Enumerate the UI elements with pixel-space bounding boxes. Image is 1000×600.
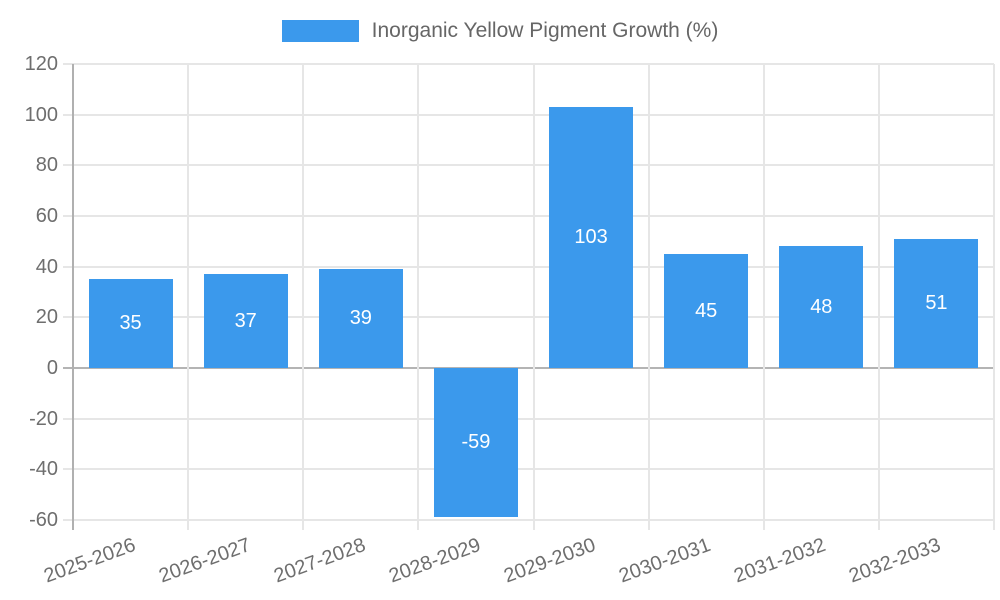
bar-value-label: 39: [349, 307, 372, 330]
legend-label: Inorganic Yellow Pigment Growth (%): [371, 19, 719, 42]
legend[interactable]: Inorganic Yellow Pigment Growth (%): [0, 19, 1000, 43]
bar[interactable]: 103: [549, 107, 634, 368]
bar[interactable]: 37: [203, 274, 288, 368]
y-axis-tick: [63, 417, 73, 420]
bar[interactable]: 51: [894, 238, 979, 368]
x-axis-tick: [877, 520, 880, 530]
x-axis-tick: [993, 520, 995, 530]
bar-value-label: 48: [810, 295, 833, 318]
x-axis-tick: [647, 520, 650, 530]
y-axis-tick: [63, 113, 73, 116]
bar-value-label: 37: [234, 309, 257, 332]
x-axis-tick: [532, 520, 535, 530]
gridline-v: [417, 64, 420, 520]
bar[interactable]: 35: [88, 279, 173, 368]
gridline-v: [187, 64, 190, 520]
y-axis-tick: [63, 215, 73, 217]
y-tick-label: 0: [46, 357, 58, 379]
x-axis-tick: [417, 520, 420, 530]
y-axis-tick: [63, 164, 73, 167]
y-axis-tick: [63, 468, 73, 471]
bar[interactable]: -59: [433, 368, 518, 518]
y-axis-tick: [63, 519, 73, 521]
y-axis-tick: [63, 316, 73, 319]
gridline-v: [302, 64, 305, 520]
y-tick-label: 60: [35, 205, 58, 227]
bar-value-label: 35: [119, 312, 142, 335]
bar[interactable]: 39: [318, 269, 403, 368]
bar-value-label: 45: [695, 299, 718, 322]
gridline-v: [532, 64, 535, 520]
bar[interactable]: 45: [664, 254, 749, 368]
y-tick-label: -40: [29, 458, 58, 481]
bar-value-label: -59: [461, 431, 491, 454]
gridline-v: [877, 64, 880, 520]
y-axis-tick: [63, 63, 73, 65]
x-axis-tick: [187, 520, 190, 530]
legend-swatch: [281, 20, 359, 42]
gridline-v: [993, 64, 995, 520]
gridline-v: [647, 64, 650, 520]
y-tick-label: -60: [29, 509, 58, 531]
y-axis-tick: [63, 265, 73, 268]
bar-value-label: 103: [574, 226, 608, 249]
gridline-v: [762, 64, 765, 520]
x-axis-tick: [302, 520, 305, 530]
y-tick-label: 20: [35, 306, 58, 329]
y-tick-label: 40: [35, 255, 58, 278]
y-tick-label: 80: [35, 154, 58, 177]
y-axis-tick: [63, 367, 73, 369]
y-tick-label: 120: [24, 53, 58, 75]
y-tick-label: 100: [24, 103, 58, 126]
bar-value-label: 51: [925, 291, 948, 314]
y-axis-line: [72, 64, 74, 530]
x-axis-tick: [762, 520, 765, 530]
bar[interactable]: 48: [779, 246, 864, 368]
y-tick-label: -20: [29, 407, 58, 430]
